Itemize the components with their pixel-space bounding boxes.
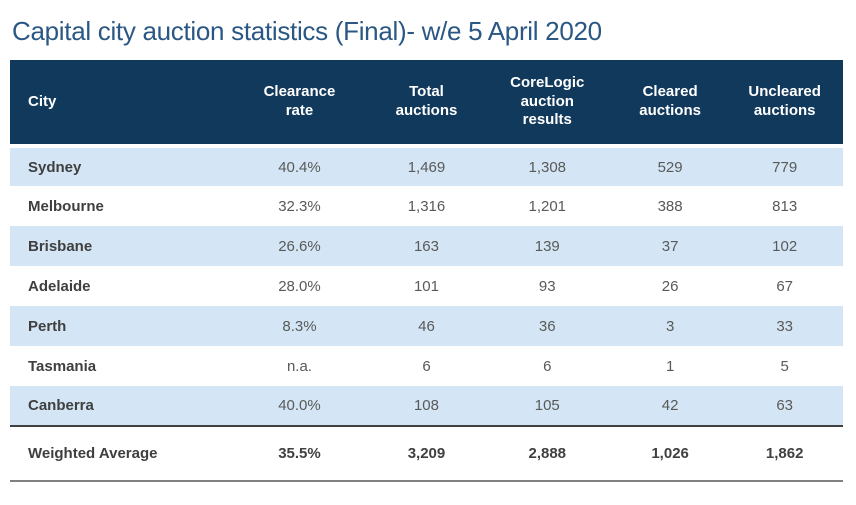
value-cell: 6 (543, 357, 552, 375)
column-header-city: City (10, 60, 227, 148)
value-cell: 40.4% (278, 158, 321, 176)
value-cell: 1,469 (407, 158, 446, 176)
value-cell: 1 (665, 357, 675, 375)
city-cell: Perth (28, 317, 67, 335)
summary-label: Weighted Average (10, 425, 227, 482)
column-header-uncleared-auctions: Uncleared auctions (726, 60, 843, 148)
value-cell: 813 (772, 197, 798, 215)
column-header-label: Total auctions (395, 83, 458, 119)
value-cell: 101 (413, 277, 439, 295)
column-header-label: Uncleared auctions (748, 83, 821, 119)
summary-value-cell: 1,862 (726, 425, 843, 482)
summary-value-cell: 3,209 (372, 425, 481, 482)
city-cell: Canberra (28, 397, 94, 414)
summary-value-cell: 1,026 (613, 425, 727, 482)
summary-row: Weighted Average 35.5% 3,209 2,888 1,026… (10, 425, 843, 482)
table-body: Sydney 40.4% 1,469 1,308 529 779 Melbourne 32.3… (10, 146, 843, 426)
value-cell: 102 (772, 237, 798, 255)
table-row: Adelaide 28.0% 101 93 26 67 (10, 266, 843, 306)
value-cell: 388 (657, 197, 683, 215)
value-cell: 40.0% (278, 397, 321, 414)
value-cell: 8.3% (282, 317, 317, 335)
table-row: Melbourne 32.3% 1,316 1,201 388 813 (10, 186, 843, 226)
value-cell: 105 (534, 397, 560, 414)
city-cell: Melbourne (28, 197, 104, 215)
value-cell: 1,316 (407, 197, 446, 215)
table-footer: Weighted Average 35.5% 3,209 2,888 1,026… (10, 425, 843, 482)
column-header-label: Clearance rate (263, 83, 336, 119)
summary-value-cell: 2,888 (480, 425, 614, 482)
table-row: Tasmania n.a. 6 6 1 5 (10, 346, 843, 386)
page-container: Capital city auction statistics (Final)-… (10, 16, 843, 482)
value-cell: 36 (538, 317, 556, 335)
value-cell: 33 (776, 317, 794, 335)
city-cell: Sydney (28, 158, 82, 176)
column-header-total-auctions: Total auctions (372, 60, 481, 148)
value-cell: 108 (413, 397, 439, 414)
value-cell: 1,201 (528, 197, 567, 215)
summary-value-cell: 35.5% (226, 425, 373, 482)
value-cell: 46 (418, 317, 435, 335)
value-cell: 37 (661, 237, 679, 255)
value-cell: 93 (538, 277, 556, 295)
page-title: Capital city auction statistics (Final)-… (12, 16, 602, 46)
table-row: Perth 8.3% 46 36 3 33 (10, 306, 843, 346)
value-cell: 163 (413, 237, 439, 255)
city-cell: Brisbane (28, 237, 93, 255)
table-row: Canberra 40.0% 108 105 42 63 (10, 386, 843, 426)
value-cell: 67 (776, 277, 794, 295)
value-cell: n.a. (286, 357, 312, 375)
value-cell: 779 (772, 158, 798, 176)
table-header: City Clearance rate Total auctions CoreL… (10, 60, 843, 148)
value-cell: 28.0% (278, 277, 321, 295)
value-cell: 1,308 (528, 158, 567, 176)
column-header-label: City (28, 92, 57, 110)
value-cell: 26 (661, 277, 679, 295)
header-row: City Clearance rate Total auctions CoreL… (10, 60, 843, 148)
value-cell: 5 (780, 357, 789, 375)
value-cell: 3 (665, 317, 675, 335)
value-cell: 6 (422, 357, 431, 375)
column-header-label: CoreLogic auction results (510, 73, 585, 129)
value-cell: 42 (661, 397, 679, 414)
city-cell: Tasmania (28, 357, 97, 375)
value-cell: 63 (776, 397, 794, 414)
value-cell: 32.3% (278, 197, 321, 215)
column-header-corelogic-auction-results: CoreLogic auction results (480, 60, 614, 148)
column-header-clearance-rate: Clearance rate (226, 60, 373, 148)
city-cell: Adelaide (28, 277, 91, 295)
column-header-cleared-auctions: Cleared auctions (613, 60, 727, 148)
value-cell: 139 (534, 237, 560, 255)
table-row: Brisbane 26.6% 163 139 37 102 (10, 226, 843, 266)
auction-statistics-table: City Clearance rate Total auctions CoreL… (10, 60, 843, 482)
value-cell: 529 (657, 158, 683, 176)
column-header-label: Cleared auctions (639, 83, 701, 119)
table-row: Sydney 40.4% 1,469 1,308 529 779 (10, 146, 843, 186)
value-cell: 26.6% (278, 237, 321, 255)
